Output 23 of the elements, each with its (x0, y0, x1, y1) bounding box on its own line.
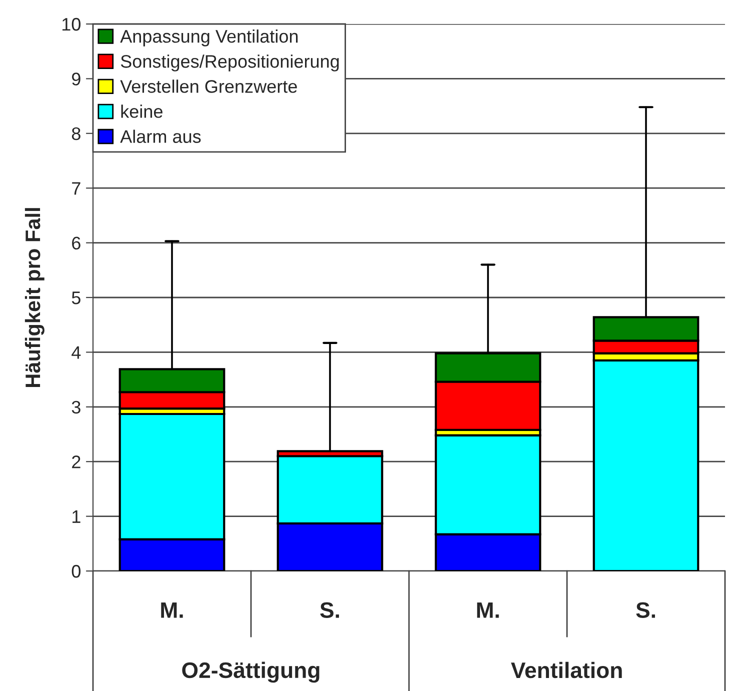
text: Ventilation (510, 662, 622, 678)
x-tick-label: S. (636, 602, 655, 618)
text: O2-Sättigung (182, 662, 320, 683)
legend-label: Alarm aus (120, 130, 201, 143)
y-tick-label: 9 (72, 72, 80, 86)
y-axis-title: Häufigkeit pro Fall (24, 208, 44, 387)
legend-label: Verstellen Grenzwerte (120, 80, 297, 93)
y-tick-label: 2 (72, 456, 80, 468)
x-tick-label: S. (320, 602, 339, 618)
y-tick-label: 0 (72, 564, 80, 578)
y-tick-label: 4 (72, 346, 81, 359)
y-tick-label: 1 (72, 510, 80, 523)
y-tick-label: 3 (72, 400, 80, 414)
y-tick-label: 7 (72, 182, 80, 195)
legend-label: keine (121, 104, 162, 118)
y-tick-label: 5 (72, 292, 80, 304)
y-tick-label: 10 (62, 18, 80, 31)
legend-label: Anpassung Ventilation (120, 30, 298, 46)
x-tick-label: M. (477, 602, 499, 618)
y-tick-label: 6 (72, 236, 80, 250)
x-tick-label: M. (161, 602, 183, 618)
y-tick-label: 8 (72, 127, 80, 140)
legend-label: Sonstiges/Repositionierung (120, 54, 339, 72)
